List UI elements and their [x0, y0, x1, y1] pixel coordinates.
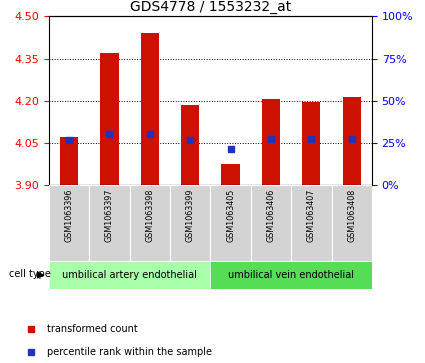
Bar — [291, 185, 332, 261]
Text: GSM1063405: GSM1063405 — [226, 189, 235, 242]
Bar — [251, 185, 291, 261]
Text: GSM1063398: GSM1063398 — [145, 189, 154, 242]
Bar — [49, 185, 89, 261]
Text: umbilical artery endothelial: umbilical artery endothelial — [62, 270, 197, 280]
Text: GSM1063406: GSM1063406 — [266, 189, 275, 242]
Text: GSM1063408: GSM1063408 — [347, 189, 356, 242]
Text: transformed count: transformed count — [47, 323, 137, 334]
Text: GSM1063396: GSM1063396 — [65, 189, 74, 242]
Bar — [60, 137, 78, 185]
Bar — [100, 53, 119, 185]
Text: umbilical vein endothelial: umbilical vein endothelial — [228, 270, 354, 280]
Title: GDS4778 / 1553232_at: GDS4778 / 1553232_at — [130, 0, 291, 14]
Bar — [181, 105, 199, 185]
Text: cell type: cell type — [9, 269, 51, 280]
Bar — [89, 185, 130, 261]
Bar — [221, 164, 240, 185]
Bar — [262, 99, 280, 185]
Bar — [332, 185, 372, 261]
Bar — [170, 185, 210, 261]
Text: GSM1063399: GSM1063399 — [186, 189, 195, 242]
Bar — [302, 102, 320, 185]
Text: GSM1063407: GSM1063407 — [307, 189, 316, 242]
Text: percentile rank within the sample: percentile rank within the sample — [47, 347, 212, 358]
Bar — [343, 97, 361, 185]
Text: GSM1063397: GSM1063397 — [105, 189, 114, 242]
Bar — [130, 185, 170, 261]
Bar — [49, 261, 210, 289]
Bar — [210, 261, 372, 289]
Bar — [141, 33, 159, 185]
Bar — [210, 185, 251, 261]
